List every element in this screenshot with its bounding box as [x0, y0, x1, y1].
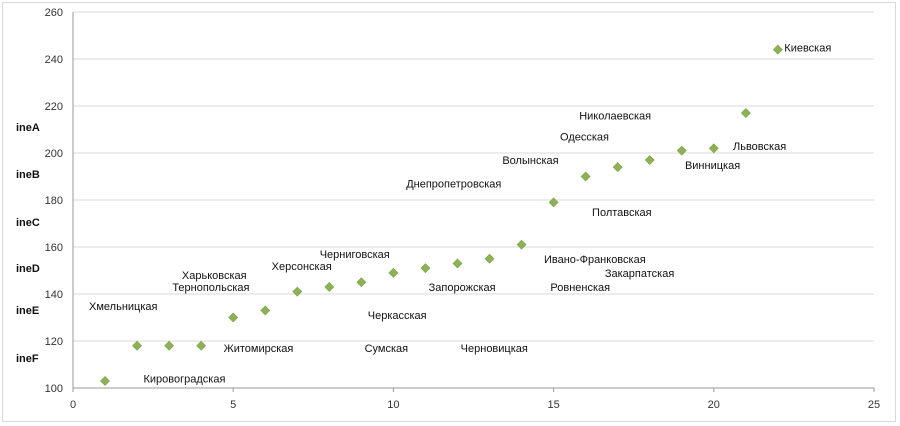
- point-label: Тернопольская: [172, 282, 249, 294]
- point-label: Киевская: [784, 42, 831, 54]
- point-label: Херсонская: [272, 261, 332, 273]
- data-point: [548, 197, 559, 208]
- data-point: [132, 340, 143, 351]
- data-point: [356, 277, 367, 288]
- y-tick-label: 100: [45, 383, 63, 395]
- data-point: [676, 145, 687, 156]
- data-point: [452, 258, 463, 269]
- point-label: Днепропетровская: [406, 179, 501, 191]
- data-point: [420, 263, 431, 274]
- point-label: Волынская: [502, 155, 558, 167]
- data-point: [644, 155, 655, 165]
- axes: [72, 12, 875, 392]
- point-label: Хмельницкая: [89, 301, 157, 313]
- band-labels: ineA ineB ineC ineD ineE ineF: [16, 122, 40, 365]
- data-point: [196, 340, 207, 351]
- point-label: Черкасская: [368, 310, 427, 322]
- y-tick-label: 240: [45, 54, 63, 66]
- point-label: Запорожская: [429, 282, 496, 294]
- point-label: Николаевская: [579, 110, 651, 122]
- band-label: ineD: [16, 263, 40, 275]
- data-point: [612, 162, 623, 173]
- point-label: Черновицкая: [461, 343, 528, 355]
- band-label: ineC: [16, 217, 40, 229]
- data-point: [260, 305, 271, 316]
- point-label: Львовская: [733, 141, 786, 153]
- point-label: Винницкая: [685, 160, 740, 172]
- data-point: [164, 340, 175, 351]
- band-label: ineF: [16, 353, 39, 365]
- point-label: Ивано-Франковская: [544, 254, 646, 266]
- y-tick-label: 260: [45, 7, 63, 19]
- gridlines: [73, 11, 874, 342]
- data-point: [772, 44, 783, 55]
- data-point: [100, 376, 110, 386]
- band-label: ineA: [16, 122, 40, 134]
- data-point: [228, 312, 239, 323]
- point-label: Полтавская: [592, 207, 652, 219]
- y-tick-label: 140: [45, 289, 63, 301]
- data-point: [740, 108, 751, 118]
- tick-labels: 100 120 140 160 180 200 220 240 260 0 5 10 15 20 25: [45, 7, 880, 411]
- data-point: [708, 143, 719, 154]
- point-label: Одесская: [560, 132, 609, 144]
- y-tick-label: 160: [45, 242, 63, 254]
- band-label: ineE: [16, 305, 39, 317]
- point-label: Черниговская: [320, 249, 390, 261]
- y-tick-label: 180: [45, 195, 63, 207]
- point-label: Сумская: [365, 343, 409, 355]
- y-tick-label: 220: [45, 101, 63, 113]
- data-point: [484, 253, 495, 264]
- x-tick-label: 10: [387, 399, 399, 411]
- point-label: Закарпатская: [605, 268, 674, 280]
- x-tick-label: 25: [868, 399, 880, 411]
- x-tick-label: 15: [547, 399, 559, 411]
- x-tick-label: 20: [708, 399, 720, 411]
- point-label: Житомирская: [224, 343, 294, 355]
- data-point: [324, 282, 335, 292]
- y-tick-label: 120: [45, 336, 63, 348]
- point-label: Харьковская: [182, 270, 247, 282]
- point-label: Ровненская: [550, 282, 610, 294]
- y-tick-label: 200: [45, 148, 63, 160]
- data-point: [292, 286, 303, 297]
- x-tick-label: 5: [230, 399, 236, 411]
- data-points: [100, 44, 783, 386]
- data-point: [580, 171, 591, 182]
- data-point: [388, 267, 399, 278]
- band-label: ineB: [16, 169, 40, 181]
- data-point: [516, 239, 527, 250]
- point-labels: Кировоградская Хмельницкая Житомирская Терн…: [89, 42, 831, 385]
- x-tick-label: 0: [70, 399, 76, 411]
- chart-frame: [2, 2, 896, 422]
- point-label: Кировоградская: [143, 374, 225, 386]
